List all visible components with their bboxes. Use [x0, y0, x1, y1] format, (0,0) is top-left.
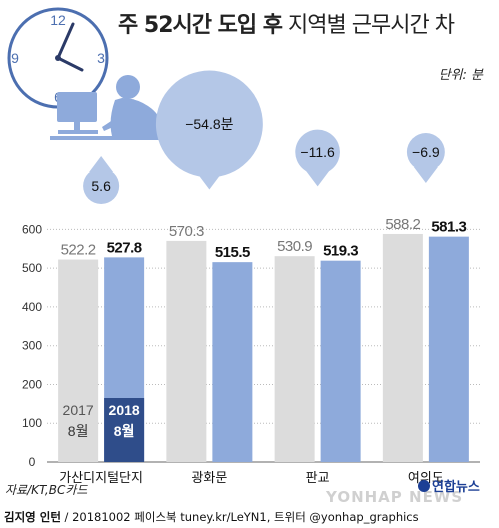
bar-2018 — [320, 260, 361, 462]
value-label-2017: 522.2 — [61, 242, 96, 259]
difference-bubble — [83, 167, 120, 205]
footer-rest: / 20181002 페이스북 tuney.kr/LeYN1, 트위터 @yon… — [60, 510, 419, 524]
difference-bubble — [406, 133, 445, 171]
value-label-2017: 588.2 — [385, 216, 420, 233]
difference-arrow-down — [305, 170, 330, 187]
category-label: 광화문 — [191, 470, 227, 485]
footer-credit: 김지영 인턴 / 20181002 페이스북 tuney.kr/LeYN1, 트… — [0, 506, 499, 528]
logo-text: 연합뉴스 — [432, 480, 480, 495]
legend-2018-month: 8월 — [114, 423, 135, 439]
difference-label: −11.6 — [300, 144, 335, 160]
difference-arrow-down — [197, 173, 222, 190]
difference-arrow-up — [89, 155, 114, 172]
difference-label: −54.8분 — [185, 116, 233, 132]
y-tick-label: 300 — [22, 339, 42, 353]
unit-label: 단위: 분 — [438, 68, 483, 83]
y-tick-label: 100 — [22, 416, 42, 430]
y-tick-label: 600 — [22, 222, 42, 236]
bar-2018-highlight — [104, 398, 145, 462]
title-light: 지역별 근무시간 차 — [288, 13, 455, 38]
chart-title: 주 52시간 도입 후 지역별 근무시간 차 — [118, 7, 493, 45]
bar-2018 — [212, 262, 253, 462]
svg-text:3: 3 — [97, 50, 105, 66]
bar-2017 — [58, 259, 99, 462]
value-label-2018: 527.8 — [107, 239, 142, 256]
value-label-2018: 515.5 — [215, 244, 250, 261]
title-bold: 주 52시간 도입 후 — [118, 13, 283, 38]
y-tick-label: 500 — [22, 261, 42, 275]
value-label-2017: 530.9 — [277, 238, 312, 255]
svg-text:9: 9 — [11, 50, 19, 66]
legend-2017-year: 2017 — [63, 402, 94, 418]
office-worker-icon — [50, 75, 168, 140]
svg-text:12: 12 — [50, 12, 66, 28]
value-label-2017: 570.3 — [169, 223, 204, 240]
bar-2017 — [274, 256, 315, 462]
value-label-2018: 581.3 — [431, 219, 466, 236]
watermark: YONHAP NEWS — [326, 488, 464, 506]
y-tick-label: 200 — [22, 377, 42, 391]
category-label: 여의도 — [408, 470, 444, 485]
legend-2018-year: 2018 — [109, 402, 140, 418]
legend-2017-month: 8월 — [68, 423, 89, 439]
source-label: 자료/KT,BC카드 — [5, 483, 88, 497]
bar-2017 — [166, 240, 207, 462]
value-label-2018: 519.3 — [323, 243, 358, 260]
y-tick-label: 0 — [29, 455, 36, 469]
bar-2018 — [428, 236, 469, 462]
difference-bubble — [155, 70, 263, 178]
yonhap-logo: 연합뉴스 — [418, 476, 480, 495]
category-label: 판교 — [306, 470, 330, 485]
difference-arrow-down — [413, 166, 438, 183]
difference-bubble — [295, 129, 340, 175]
difference-label: −6.9 — [412, 144, 440, 160]
y-tick-label: 400 — [22, 300, 42, 314]
bar-2017 — [382, 233, 423, 462]
category-label: 가산디지털단지 — [59, 470, 143, 485]
footer-author: 김지영 인턴 — [4, 510, 61, 524]
difference-label: 5.6 — [91, 178, 111, 194]
logo-icon — [418, 480, 430, 492]
